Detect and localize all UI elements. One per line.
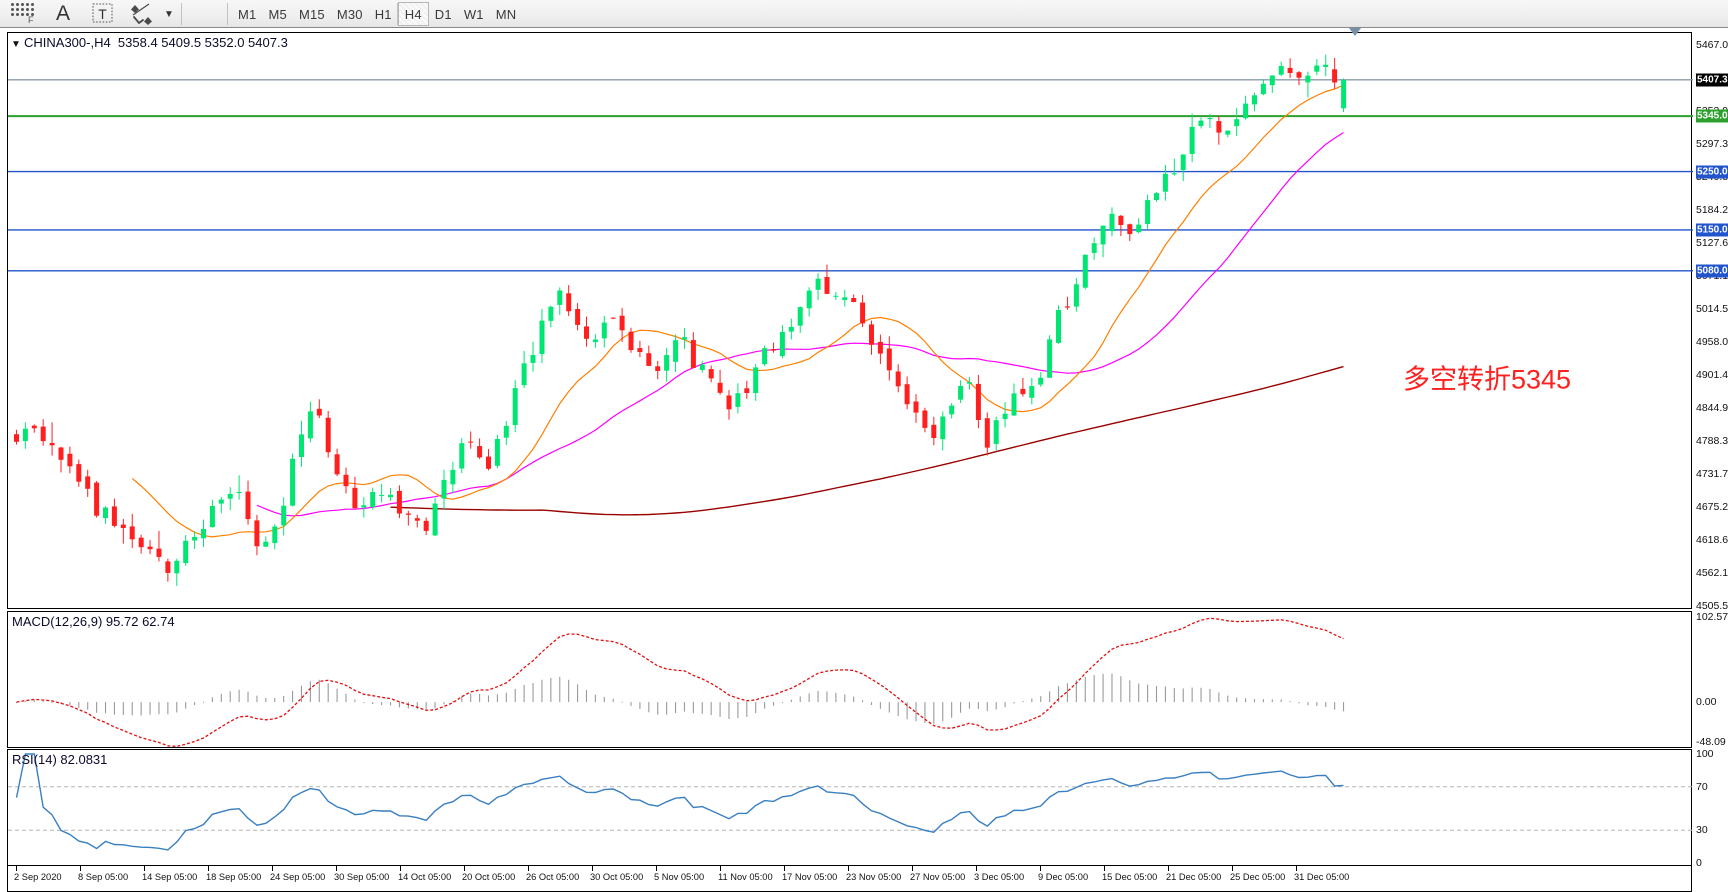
svg-text:多空转折5345: 多空转折5345 bbox=[1403, 365, 1571, 395]
svg-text:T: T bbox=[98, 6, 107, 22]
